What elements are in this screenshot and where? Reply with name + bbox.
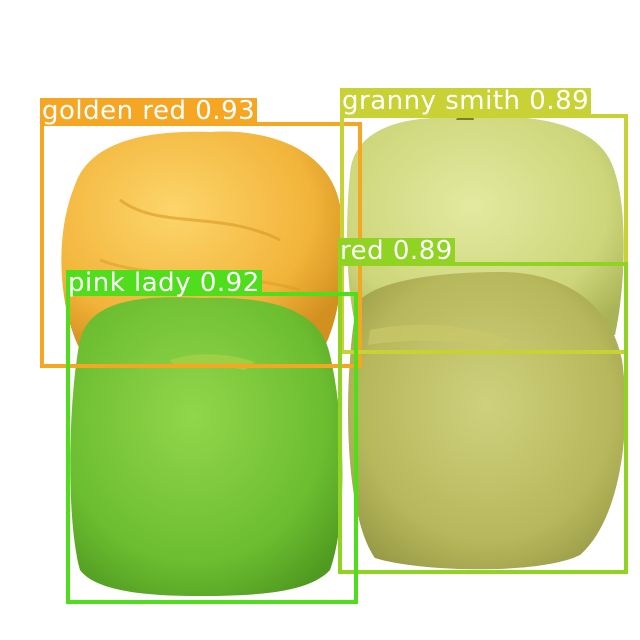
label-golden-red: golden red 0.93 — [40, 96, 258, 126]
green-apple — [70, 297, 343, 596]
bounding-box-red — [338, 262, 628, 574]
olive-green-apple — [348, 272, 626, 570]
bounding-box-pink-lady — [66, 292, 358, 604]
label-granny-smith: granny smith 0.89 — [340, 86, 592, 116]
label-pink-lady: pink lady 0.92 — [66, 268, 262, 298]
bounding-box-granny-smith — [340, 114, 628, 354]
yellow-apple-wrinkle — [119, 198, 281, 242]
olive-apple-highlight — [368, 324, 510, 348]
label-red: red 0.89 — [338, 236, 455, 266]
